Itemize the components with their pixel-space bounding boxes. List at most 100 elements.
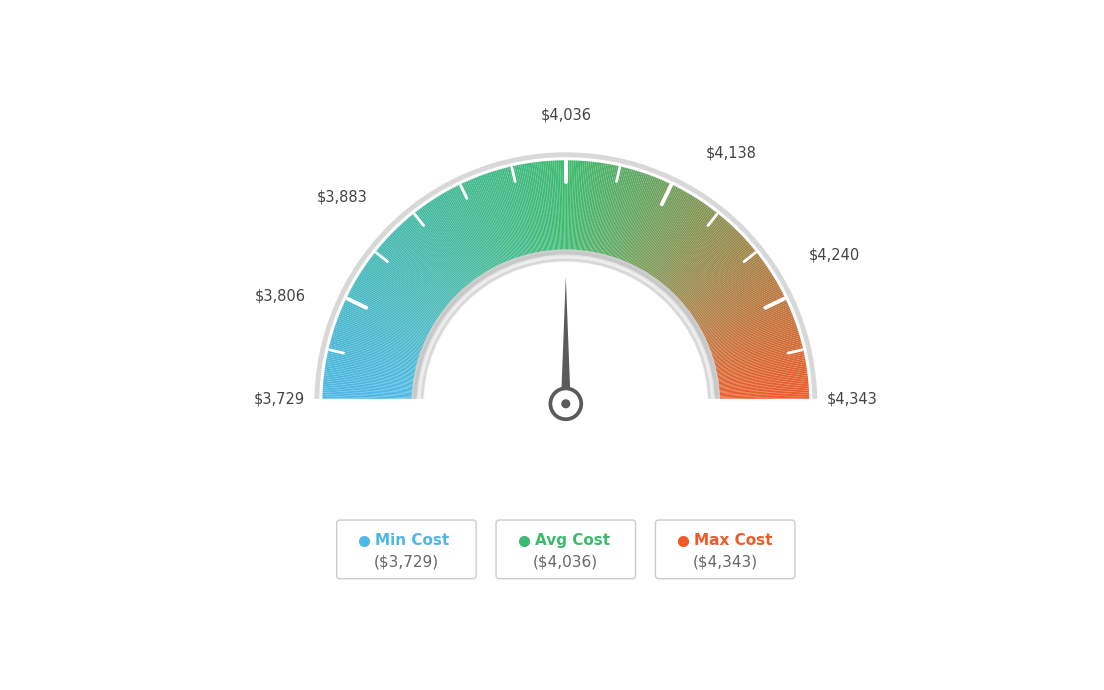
Text: Max Cost: Max Cost <box>694 533 773 548</box>
Wedge shape <box>684 272 772 328</box>
Wedge shape <box>560 160 563 262</box>
Wedge shape <box>426 204 486 288</box>
Wedge shape <box>565 160 567 262</box>
Wedge shape <box>707 385 809 394</box>
Wedge shape <box>704 351 804 374</box>
Wedge shape <box>460 184 506 276</box>
Wedge shape <box>323 377 425 389</box>
Wedge shape <box>708 386 809 395</box>
Wedge shape <box>636 193 688 282</box>
Wedge shape <box>333 328 431 361</box>
Wedge shape <box>696 306 789 348</box>
Wedge shape <box>643 199 700 286</box>
Wedge shape <box>594 165 615 265</box>
Wedge shape <box>681 262 765 322</box>
Wedge shape <box>522 164 541 264</box>
Wedge shape <box>569 160 572 262</box>
Wedge shape <box>688 280 776 333</box>
Wedge shape <box>469 179 510 274</box>
Wedge shape <box>666 232 740 304</box>
Wedge shape <box>640 196 694 284</box>
Wedge shape <box>708 388 809 396</box>
Wedge shape <box>530 163 545 264</box>
Wedge shape <box>554 161 560 262</box>
Wedge shape <box>646 202 704 287</box>
Wedge shape <box>618 177 657 273</box>
Wedge shape <box>448 190 499 279</box>
Wedge shape <box>347 295 439 342</box>
Wedge shape <box>693 298 786 344</box>
Wedge shape <box>475 177 513 273</box>
Wedge shape <box>705 362 806 380</box>
Wedge shape <box>389 236 464 307</box>
Wedge shape <box>590 164 607 264</box>
Wedge shape <box>333 331 431 362</box>
Wedge shape <box>601 168 628 267</box>
Wedge shape <box>507 167 533 266</box>
Wedge shape <box>708 400 809 403</box>
Wedge shape <box>707 379 808 391</box>
Wedge shape <box>699 317 794 355</box>
Wedge shape <box>688 282 777 333</box>
Wedge shape <box>328 351 427 374</box>
Wedge shape <box>349 292 440 339</box>
FancyBboxPatch shape <box>496 520 636 579</box>
Wedge shape <box>485 173 520 270</box>
Wedge shape <box>670 240 747 309</box>
Wedge shape <box>438 195 492 283</box>
Wedge shape <box>371 256 453 319</box>
Wedge shape <box>672 243 750 311</box>
Wedge shape <box>341 309 435 350</box>
Wedge shape <box>332 332 431 363</box>
Wedge shape <box>567 160 570 262</box>
Wedge shape <box>675 248 755 315</box>
Wedge shape <box>435 197 491 284</box>
Wedge shape <box>328 353 427 375</box>
Wedge shape <box>595 166 617 265</box>
Wedge shape <box>708 402 809 404</box>
Wedge shape <box>705 366 807 383</box>
Wedge shape <box>322 388 424 396</box>
Wedge shape <box>498 170 528 268</box>
Wedge shape <box>692 293 784 340</box>
Wedge shape <box>703 347 803 372</box>
Wedge shape <box>704 349 804 373</box>
Wedge shape <box>691 290 782 339</box>
Wedge shape <box>656 215 721 295</box>
Wedge shape <box>556 160 561 262</box>
Wedge shape <box>575 161 583 262</box>
Wedge shape <box>679 257 762 319</box>
Wedge shape <box>625 183 669 275</box>
Wedge shape <box>679 256 761 319</box>
Wedge shape <box>634 190 684 280</box>
Wedge shape <box>650 208 712 290</box>
Wedge shape <box>646 204 705 288</box>
Wedge shape <box>586 163 602 264</box>
Wedge shape <box>518 165 539 265</box>
Wedge shape <box>635 191 687 281</box>
Wedge shape <box>702 337 800 366</box>
Wedge shape <box>708 393 809 398</box>
Wedge shape <box>613 174 648 270</box>
Wedge shape <box>388 237 463 308</box>
Wedge shape <box>571 160 575 262</box>
Wedge shape <box>622 180 665 274</box>
Wedge shape <box>696 307 790 348</box>
Wedge shape <box>325 371 425 386</box>
Wedge shape <box>698 316 794 354</box>
Wedge shape <box>391 233 465 305</box>
Wedge shape <box>549 161 556 262</box>
Wedge shape <box>659 220 726 297</box>
Wedge shape <box>323 375 425 388</box>
Wedge shape <box>434 198 490 285</box>
Wedge shape <box>520 164 540 265</box>
Wedge shape <box>375 250 456 315</box>
Wedge shape <box>473 178 512 273</box>
Wedge shape <box>598 167 625 266</box>
Wedge shape <box>424 262 708 404</box>
Wedge shape <box>656 216 722 295</box>
Wedge shape <box>694 300 787 344</box>
Wedge shape <box>668 236 743 307</box>
Wedge shape <box>437 196 491 284</box>
Wedge shape <box>701 331 798 362</box>
